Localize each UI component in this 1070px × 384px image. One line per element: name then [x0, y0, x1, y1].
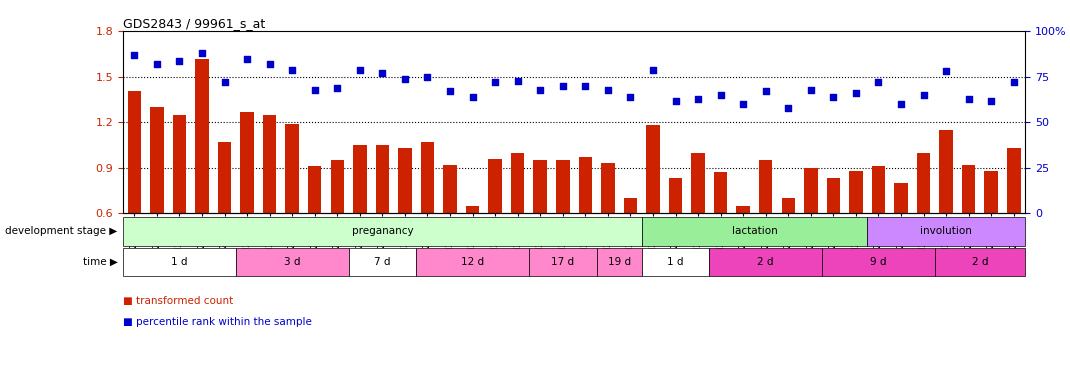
Bar: [850, 171, 862, 304]
Text: 2 d: 2 d: [972, 257, 989, 267]
Point: [532, 86, 549, 93]
Bar: [895, 183, 907, 304]
Bar: [781, 198, 795, 304]
Point: [171, 58, 188, 64]
Text: GDS2843 / 99961_s_at: GDS2843 / 99961_s_at: [123, 17, 265, 30]
Text: 17 d: 17 d: [551, 257, 575, 267]
Bar: [510, 152, 524, 304]
Bar: [286, 124, 299, 304]
Bar: [488, 159, 502, 304]
Point: [396, 76, 413, 82]
Text: ■ percentile rank within the sample: ■ percentile rank within the sample: [123, 317, 312, 327]
Point: [960, 96, 977, 102]
Bar: [984, 171, 998, 304]
Point: [194, 50, 211, 56]
Point: [239, 56, 256, 62]
Text: ■ transformed count: ■ transformed count: [123, 296, 233, 306]
Bar: [465, 205, 479, 304]
Bar: [872, 166, 885, 304]
Point: [487, 79, 504, 85]
Point: [712, 92, 729, 98]
Point: [915, 92, 932, 98]
Bar: [172, 115, 186, 304]
Bar: [150, 107, 164, 304]
Text: 19 d: 19 d: [608, 257, 630, 267]
Point: [599, 86, 616, 93]
Bar: [331, 160, 345, 304]
Point: [126, 52, 143, 58]
Point: [509, 78, 526, 84]
Bar: [376, 145, 389, 304]
Point: [689, 96, 706, 102]
Text: 1 d: 1 d: [171, 257, 187, 267]
Bar: [534, 160, 547, 304]
Bar: [827, 178, 840, 304]
Text: 12 d: 12 d: [461, 257, 484, 267]
Point: [1005, 79, 1022, 85]
Bar: [691, 152, 705, 304]
Bar: [556, 160, 569, 304]
Point: [419, 74, 437, 80]
Bar: [127, 91, 141, 304]
Point: [892, 101, 910, 107]
Text: 9 d: 9 d: [870, 257, 887, 267]
Bar: [669, 178, 683, 304]
Bar: [917, 152, 930, 304]
Bar: [443, 165, 457, 304]
Bar: [759, 160, 773, 304]
Bar: [736, 205, 750, 304]
Point: [306, 86, 323, 93]
Bar: [579, 157, 592, 304]
Text: preganancy: preganancy: [352, 226, 413, 237]
Bar: [195, 59, 209, 304]
Bar: [646, 125, 660, 304]
Text: 3 d: 3 d: [284, 257, 301, 267]
Bar: [624, 198, 638, 304]
Bar: [962, 165, 976, 304]
Text: lactation: lactation: [732, 226, 777, 237]
Text: involution: involution: [920, 226, 972, 237]
Text: development stage ▶: development stage ▶: [5, 226, 118, 237]
Point: [825, 94, 842, 100]
Point: [802, 86, 820, 93]
Bar: [601, 163, 614, 304]
Point: [622, 94, 639, 100]
Bar: [421, 142, 434, 304]
Bar: [353, 145, 367, 304]
Point: [373, 70, 391, 76]
Bar: [1007, 148, 1021, 304]
Point: [847, 90, 865, 96]
Point: [464, 94, 482, 100]
Point: [577, 83, 594, 89]
Point: [735, 101, 752, 107]
Point: [216, 79, 233, 85]
Point: [149, 61, 166, 67]
Point: [870, 79, 887, 85]
Bar: [714, 172, 728, 304]
Bar: [263, 115, 276, 304]
Bar: [241, 112, 254, 304]
Point: [554, 83, 571, 89]
Point: [667, 98, 684, 104]
Point: [937, 68, 954, 74]
Point: [442, 88, 459, 94]
Point: [758, 88, 775, 94]
Text: time ▶: time ▶: [82, 257, 118, 267]
Text: 1 d: 1 d: [668, 257, 684, 267]
Point: [284, 66, 301, 73]
Text: 2 d: 2 d: [758, 257, 774, 267]
Point: [351, 66, 368, 73]
Bar: [939, 130, 953, 304]
Point: [261, 61, 278, 67]
Text: 7 d: 7 d: [374, 257, 391, 267]
Point: [982, 98, 999, 104]
Bar: [804, 168, 817, 304]
Bar: [398, 148, 412, 304]
Bar: [308, 166, 321, 304]
Point: [328, 85, 346, 91]
Bar: [218, 142, 231, 304]
Point: [780, 105, 797, 111]
Point: [644, 66, 661, 73]
